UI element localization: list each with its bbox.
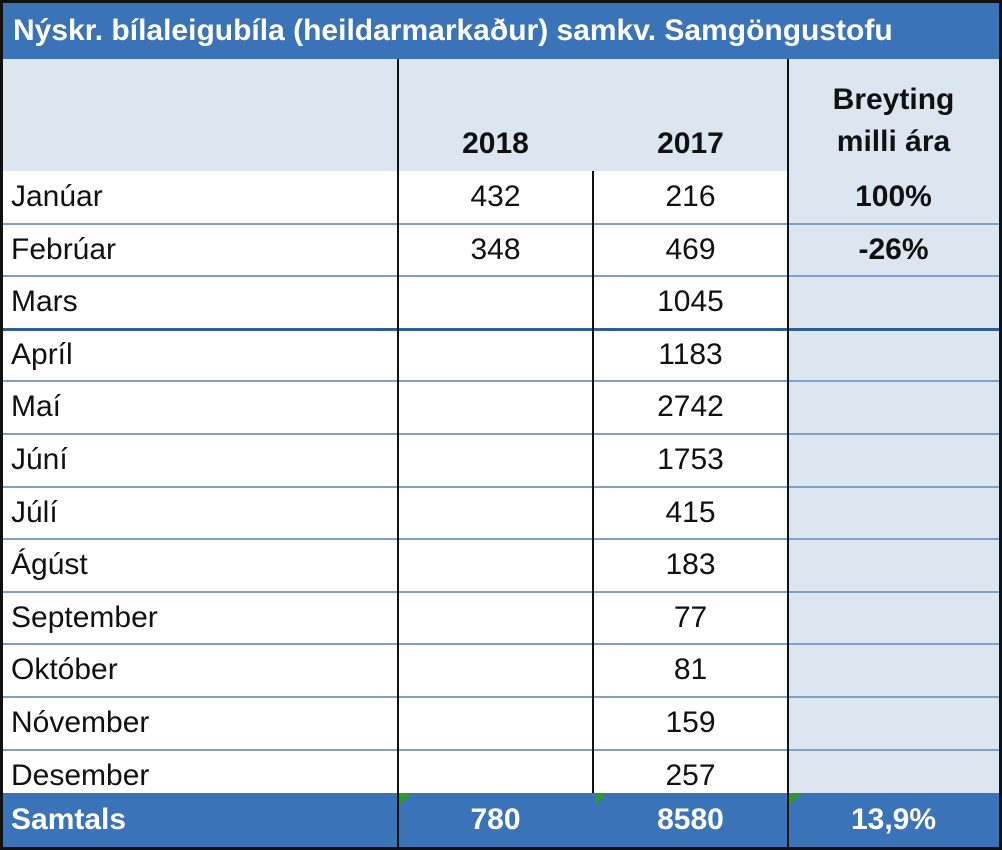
value-2017-cell: 81 bbox=[673, 653, 708, 687]
error-indicator-icon bbox=[400, 793, 412, 805]
row-divider bbox=[3, 696, 999, 698]
month-cell: Mars bbox=[11, 285, 78, 319]
total-label: Samtals bbox=[11, 803, 127, 836]
change-cell bbox=[788, 276, 999, 329]
month-cell: Desember bbox=[11, 758, 150, 792]
column-divider bbox=[397, 59, 399, 847]
month-cell: Júní bbox=[11, 443, 68, 476]
row-divider bbox=[3, 643, 999, 646]
value-2018-cell bbox=[398, 697, 593, 749]
change-cell bbox=[788, 644, 999, 697]
table-row: Apríl 1183 bbox=[3, 328, 999, 381]
row-divider bbox=[3, 275, 999, 278]
value-2017-cell: 1045 bbox=[657, 285, 724, 319]
value-2017-cell: 183 bbox=[665, 548, 716, 582]
header-2017-label: 2017 bbox=[657, 127, 724, 160]
value-2018-cell bbox=[398, 539, 593, 591]
header-month-cell bbox=[3, 59, 398, 171]
row-divider bbox=[3, 538, 999, 541]
change-cell bbox=[788, 328, 999, 381]
row-divider bbox=[3, 327, 999, 331]
table-row: Október 81 bbox=[3, 644, 999, 697]
header-change-cell: Breyting milli ára bbox=[788, 59, 999, 171]
value-2017-cell: 2742 bbox=[657, 390, 724, 424]
header-2018-label: 2018 bbox=[462, 127, 529, 160]
value-2018-cell bbox=[398, 434, 593, 486]
row-divider bbox=[3, 380, 999, 383]
error-indicator-icon bbox=[790, 793, 802, 805]
month-cell: Maí bbox=[11, 390, 62, 424]
table-row: Júní 1753 bbox=[3, 434, 999, 486]
error-indicator-icon bbox=[595, 793, 607, 805]
month-cell: Júlí bbox=[11, 495, 58, 529]
row-divider bbox=[3, 485, 999, 488]
month-cell: Október bbox=[11, 653, 118, 687]
value-2018-cell bbox=[398, 276, 593, 328]
change-cell: -26% bbox=[788, 223, 999, 276]
change-cell bbox=[788, 749, 999, 802]
value-2017-cell: 469 bbox=[665, 232, 716, 266]
change-cell: 100% bbox=[788, 171, 999, 223]
month-cell: Febrúar bbox=[11, 232, 117, 266]
table-title: Nýskr. bílaleigubíla (heildarmarkaður) s… bbox=[3, 3, 999, 59]
value-2017-cell: 77 bbox=[673, 600, 708, 634]
total-2018: 780 bbox=[470, 803, 521, 836]
month-cell: Ágúst bbox=[11, 548, 88, 582]
total-2017: 8580 bbox=[657, 803, 724, 836]
value-2018-cell bbox=[398, 644, 593, 696]
change-cell bbox=[788, 381, 999, 434]
value-2018-cell bbox=[398, 329, 593, 381]
table-row: Desember 257 bbox=[3, 749, 999, 802]
value-2017-cell: 415 bbox=[665, 495, 716, 529]
value-2017-cell: 257 bbox=[665, 758, 716, 792]
table-row: Febrúar 348 469 -26% bbox=[3, 223, 999, 276]
change-cell bbox=[788, 539, 999, 592]
column-divider bbox=[592, 171, 594, 793]
value-2017-cell: 1753 bbox=[657, 443, 724, 476]
row-divider bbox=[3, 590, 999, 593]
table-row: September 77 bbox=[3, 591, 999, 644]
header-2018-cell: 2018 bbox=[398, 59, 593, 171]
change-cell bbox=[788, 697, 999, 749]
month-cell: Janúar bbox=[11, 180, 103, 213]
month-cell: Nóvember bbox=[11, 706, 150, 739]
total-change: 13,9% bbox=[850, 803, 937, 836]
change-cell bbox=[788, 486, 999, 539]
header-change-label-line2: milli ára bbox=[836, 125, 951, 158]
header-change-label-line1: Breyting bbox=[832, 83, 955, 116]
column-divider bbox=[787, 59, 789, 847]
table-row: Júlí 415 bbox=[3, 486, 999, 539]
row-divider bbox=[3, 222, 999, 225]
table-row: Maí 2742 bbox=[3, 381, 999, 434]
value-2018-cell bbox=[398, 381, 593, 433]
row-divider bbox=[3, 433, 999, 435]
month-cell: September bbox=[11, 600, 158, 634]
value-2017-cell: 216 bbox=[665, 180, 716, 213]
table-row: Mars 1045 bbox=[3, 276, 999, 329]
value-2017-cell: 1183 bbox=[658, 337, 723, 371]
value-2018-cell bbox=[398, 487, 593, 539]
table-row: Janúar 432 216 100% bbox=[3, 171, 999, 223]
month-cell: Apríl bbox=[11, 337, 73, 371]
total-row: Samtals 780 8580 13,9% bbox=[3, 793, 999, 847]
header-2017-cell: 2017 bbox=[593, 59, 788, 171]
change-cell bbox=[788, 591, 999, 644]
value-2018-cell bbox=[398, 592, 593, 644]
change-cell bbox=[788, 434, 999, 486]
table-row: Nóvember 159 bbox=[3, 697, 999, 749]
value-2017-cell: 159 bbox=[665, 706, 716, 739]
value-2018-cell: 348 bbox=[470, 232, 521, 266]
value-2018-cell: 432 bbox=[470, 180, 521, 213]
row-divider bbox=[3, 748, 999, 751]
table-row: Ágúst 183 bbox=[3, 539, 999, 592]
